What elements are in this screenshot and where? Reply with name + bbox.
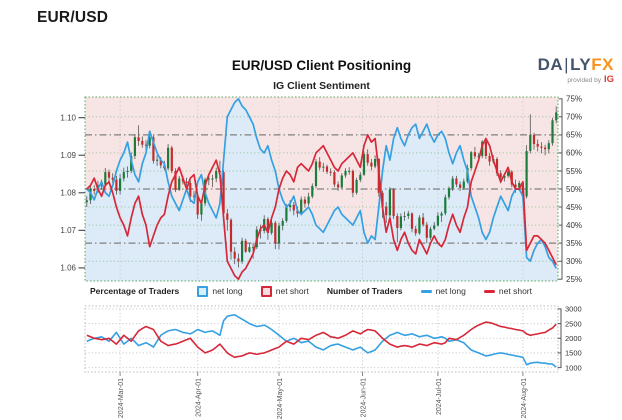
svg-text:1.10: 1.10 xyxy=(60,114,76,123)
legend-num-net-long-toggle[interactable]: net long xyxy=(420,286,466,296)
traders-gridlines xyxy=(85,306,558,372)
traders-count-axis: 3000 2500 2000 1500 1000 xyxy=(557,305,582,372)
percent-axis: 75% 70% 65% 60% 55% 50% 45% 40% 35% 30% 25% xyxy=(558,95,582,284)
dailyfx-logo-wordmark: DA|LYFX xyxy=(537,55,614,74)
chart-title: EUR/USD Client Positioning xyxy=(231,58,412,73)
legend-pct-net-short-toggle[interactable]: net short xyxy=(260,285,309,297)
svg-text:50%: 50% xyxy=(566,185,582,194)
svg-text:35%: 35% xyxy=(566,239,582,248)
svg-text:45%: 45% xyxy=(566,203,582,212)
svg-text:1500: 1500 xyxy=(565,349,582,358)
svg-text:65%: 65% xyxy=(566,131,582,140)
provided-by-ig: provided by IG xyxy=(567,74,614,85)
legend-pct-net-long-toggle[interactable]: net long xyxy=(197,285,243,297)
svg-text:40%: 40% xyxy=(566,221,582,230)
net-long-area-fill xyxy=(85,98,558,281)
traders-net-short-line xyxy=(86,321,557,359)
page-title: EUR/USD xyxy=(37,9,109,26)
price-axis: 1.10 1.09 1.08 1.07 1.06 xyxy=(60,114,85,273)
net-long-square-icon xyxy=(197,285,209,297)
svg-text:25%: 25% xyxy=(566,275,582,284)
svg-text:1.06: 1.06 xyxy=(60,264,76,273)
svg-text:2500: 2500 xyxy=(565,319,582,328)
svg-text:2024-Apr-01: 2024-Apr-01 xyxy=(196,378,203,417)
legend-percentage-of-traders-label: Percentage of Traders xyxy=(90,286,180,296)
dailyfx-logo[interactable]: DA|LYFX provided by IG xyxy=(538,56,614,85)
svg-text:55%: 55% xyxy=(566,167,582,176)
net-long-line-icon xyxy=(420,289,432,293)
svg-text:2000: 2000 xyxy=(565,334,582,343)
svg-text:60%: 60% xyxy=(566,149,582,158)
svg-text:2024-Aug-01: 2024-Aug-01 xyxy=(521,378,528,419)
svg-text:2024-May-01: 2024-May-01 xyxy=(277,378,284,419)
traders-net-long-line xyxy=(86,313,557,368)
svg-text:75%: 75% xyxy=(566,95,582,104)
svg-text:2024-Jul-01: 2024-Jul-01 xyxy=(436,378,443,415)
legend-number-of-traders-label: Number of Traders xyxy=(326,286,403,296)
date-axis: 2024-Mar-01 2024-Apr-01 2024-May-01 2024-Ju… xyxy=(118,372,528,419)
svg-text:1.07: 1.07 xyxy=(60,226,76,235)
svg-text:3000: 3000 xyxy=(565,305,582,314)
traders-plot-border xyxy=(84,305,559,373)
number-of-traders-chart[interactable]: 3000 2500 2000 1500 1000 2024-Mar-01 2024-Apr-… xyxy=(0,296,622,420)
svg-text:2024-Mar-01: 2024-Mar-01 xyxy=(118,378,125,418)
plot-border xyxy=(84,96,559,282)
pct-net-short-line xyxy=(86,134,557,281)
candlesticks xyxy=(85,106,558,268)
sentiment-price-chart[interactable]: 1.10 1.09 1.08 1.07 1.06 75% 70% 65% 60% 55% 50% 45… xyxy=(0,92,622,288)
svg-text:1.09: 1.09 xyxy=(60,151,76,160)
svg-text:70%: 70% xyxy=(566,113,582,122)
svg-text:1000: 1000 xyxy=(565,363,582,372)
svg-text:1.08: 1.08 xyxy=(60,189,76,198)
pct-net-long-line xyxy=(86,97,557,269)
legend-num-net-short-toggle[interactable]: net short xyxy=(483,286,532,296)
svg-text:2024-Jun-01: 2024-Jun-01 xyxy=(361,378,368,417)
net-short-square-icon xyxy=(260,285,272,297)
svg-text:30%: 30% xyxy=(566,257,582,266)
chart-subtitle: IG Client Sentiment xyxy=(273,80,370,92)
chart-legend: Percentage of Traders net long net short… xyxy=(90,284,532,298)
net-short-line-icon xyxy=(483,289,495,293)
